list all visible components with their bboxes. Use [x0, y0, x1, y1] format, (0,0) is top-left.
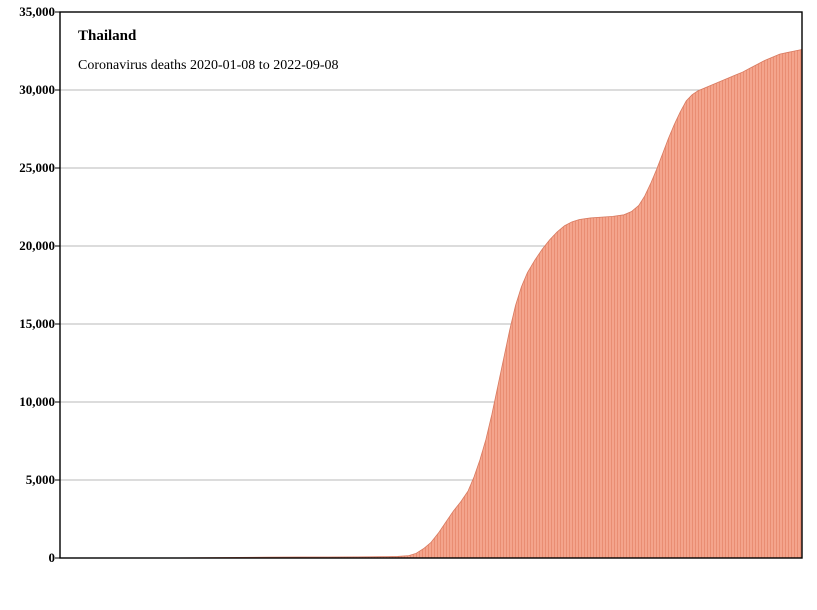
chart-container: Thailand Coronavirus deaths 2020-01-08 t… [0, 0, 817, 610]
chart-title: Thailand [78, 28, 136, 45]
y-tick-label: 10,000 [19, 394, 55, 410]
y-tick-label: 35,000 [19, 4, 55, 20]
y-tick-label: 15,000 [19, 316, 55, 332]
y-tick-label: 25,000 [19, 160, 55, 176]
y-tick-label: 0 [49, 550, 56, 566]
y-tick-label: 5,000 [26, 472, 55, 488]
chart-subtitle: Coronavirus deaths 2020-01-08 to 2022-09… [78, 58, 339, 74]
y-tick-label: 30,000 [19, 82, 55, 98]
chart-svg [0, 0, 817, 610]
y-tick-label: 20,000 [19, 238, 55, 254]
